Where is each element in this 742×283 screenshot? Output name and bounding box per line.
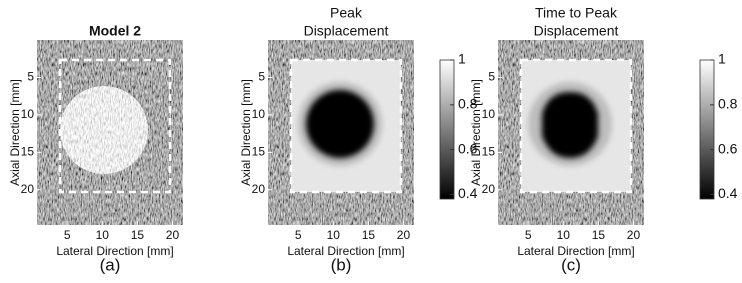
caption: (b) [331, 255, 352, 274]
y-axis-label: Axial Direction [mm] [239, 79, 253, 186]
panel-title: Time to Peak [535, 5, 618, 21]
panel-title: Peak [330, 5, 363, 21]
x-tick-label: 15 [592, 228, 606, 242]
x-tick-label: 5 [525, 228, 532, 242]
panel-title: Displacement [534, 23, 619, 39]
x-tick-label: 20 [397, 228, 411, 242]
caption: (a) [100, 255, 121, 274]
panel-title: Model 2 [89, 23, 141, 39]
figure: 51015205101520Lateral Direction [mm]Axia… [0, 0, 742, 278]
x-tick-label: 10 [557, 228, 571, 242]
x-tick-label: 15 [362, 228, 376, 242]
y-tick-label: 20 [252, 182, 266, 196]
y-tick-label: 20 [482, 182, 496, 196]
colorbar-tick-label: 0.4 [718, 185, 738, 201]
y-tick-label: 10 [482, 107, 496, 121]
colorbar [440, 60, 454, 199]
y-axis-label: Axial Direction [mm] [8, 79, 22, 186]
x-tick-label: 10 [327, 228, 341, 242]
y-tick-label: 10 [252, 107, 266, 121]
caption: (c) [561, 255, 581, 274]
colorbar-tick-label: 1 [718, 51, 726, 67]
x-tick-label: 5 [295, 228, 302, 242]
colorbar-tick-label: 0.6 [718, 140, 738, 156]
y-tick-label: 5 [488, 70, 495, 84]
y-tick-label: 15 [252, 145, 266, 159]
y-tick-label: 15 [482, 145, 496, 159]
inclusion [542, 92, 598, 158]
image [498, 40, 644, 225]
x-tick-label: 20 [627, 228, 641, 242]
x-tick-label: 15 [131, 228, 145, 242]
y-tick-label: 5 [258, 70, 265, 84]
inclusion [306, 90, 374, 158]
y-tick-label: 10 [21, 107, 35, 121]
colorbar-tick-label: 0.4 [458, 185, 478, 201]
image [37, 40, 183, 225]
y-tick-label: 5 [27, 70, 34, 84]
x-tick-label: 20 [166, 228, 180, 242]
x-tick-label: 10 [96, 228, 110, 242]
image [268, 40, 414, 225]
colorbar-tick-label: 0.8 [718, 96, 738, 112]
y-tick-label: 15 [21, 145, 35, 159]
x-tick-label: 5 [64, 228, 71, 242]
colorbar-tick-label: 1 [458, 51, 466, 67]
y-axis-label: Axial Direction [mm] [469, 79, 483, 186]
y-tick-label: 20 [21, 182, 35, 196]
colorbar [700, 60, 714, 199]
panel-title: Displacement [304, 23, 389, 39]
